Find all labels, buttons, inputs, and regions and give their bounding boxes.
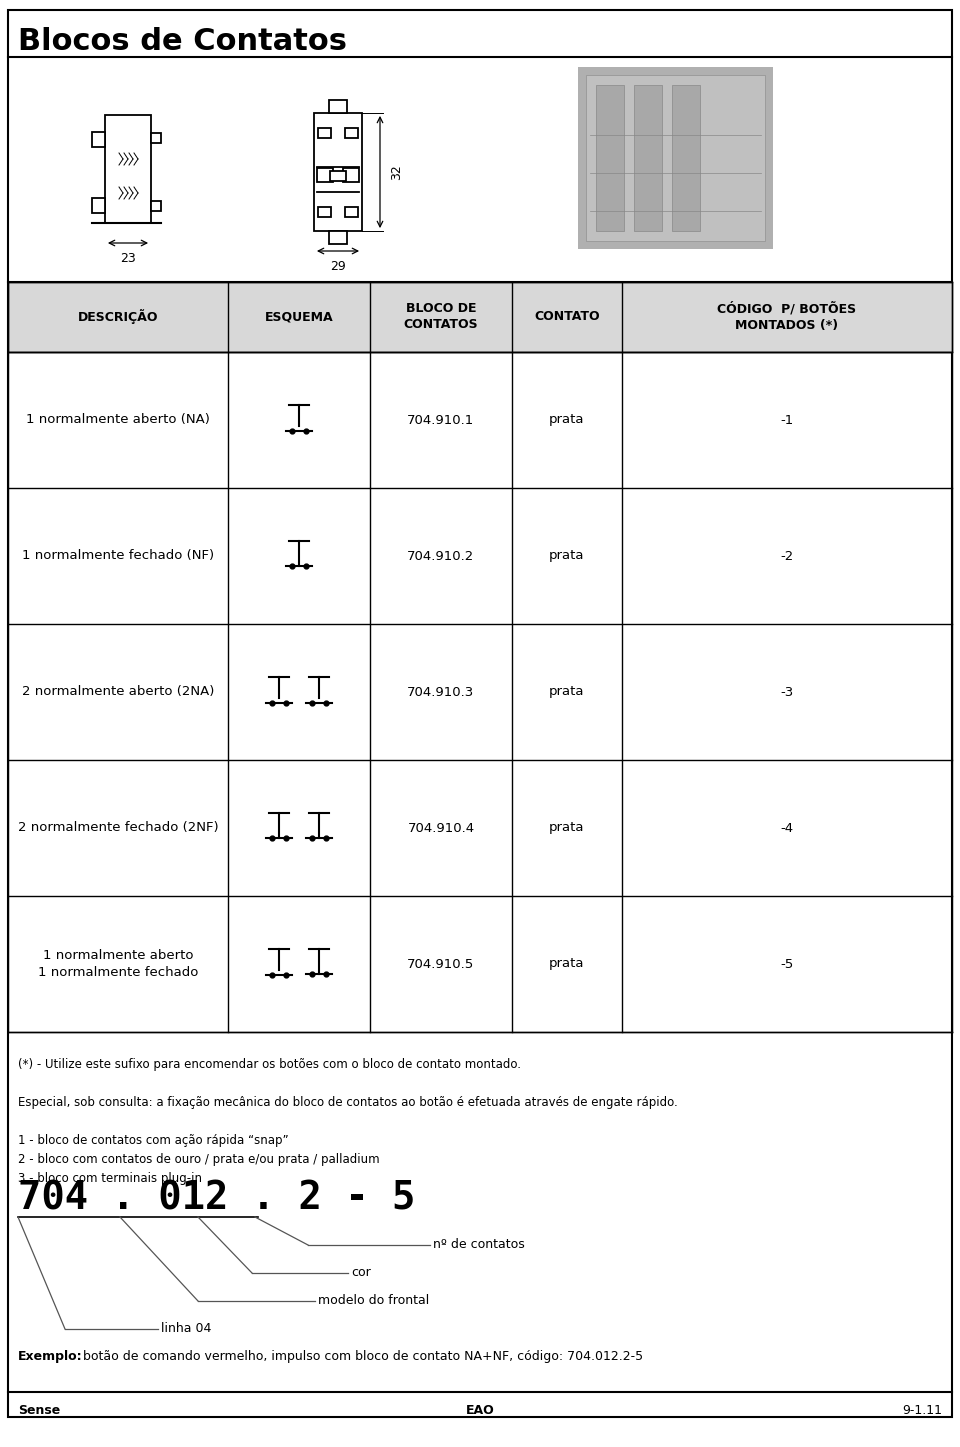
Bar	[151, 133, 161, 143]
Text: -2: -2	[780, 550, 794, 563]
Bar	[318, 127, 331, 137]
Text: 29: 29	[330, 260, 346, 273]
Bar	[345, 207, 358, 217]
Text: 704.910.5: 704.910.5	[407, 958, 474, 971]
Text: nº de contatos: nº de contatos	[433, 1239, 525, 1252]
Text: cor: cor	[351, 1266, 371, 1279]
Bar	[672, 85, 700, 232]
Bar	[596, 85, 624, 232]
Bar	[586, 75, 765, 242]
Text: -4: -4	[780, 822, 794, 835]
Text: 1 normalmente aberto (NA): 1 normalmente aberto (NA)	[26, 414, 210, 427]
Text: -1: -1	[780, 414, 794, 427]
Bar	[105, 114, 151, 223]
Text: prata: prata	[549, 550, 585, 563]
Bar	[330, 171, 346, 181]
Bar	[578, 67, 773, 249]
Bar	[8, 282, 952, 352]
Text: modelo do frontal: modelo do frontal	[318, 1295, 429, 1308]
Text: (*) - Utilize este sufixo para encomendar os botões com o bloco de contato monta: (*) - Utilize este sufixo para encomenda…	[18, 1058, 521, 1071]
Text: prata: prata	[549, 822, 585, 835]
Text: Sense: Sense	[18, 1404, 60, 1417]
Text: 32: 32	[390, 164, 403, 179]
Bar	[318, 207, 331, 217]
Bar	[329, 232, 347, 245]
Bar	[329, 100, 347, 113]
Text: DESCRIÇÃO: DESCRIÇÃO	[78, 310, 158, 324]
Text: Especial, sob consulta: a fixação mecânica do bloco de contatos ao botão é efetu: Especial, sob consulta: a fixação mecâni…	[18, 1095, 678, 1108]
Text: -3: -3	[780, 686, 794, 699]
Text: prata: prata	[549, 686, 585, 699]
Text: prata: prata	[549, 958, 585, 971]
Text: 704.910.3: 704.910.3	[407, 686, 474, 699]
Text: Blocos de Contatos: Blocos de Contatos	[18, 27, 347, 56]
Text: -5: -5	[780, 958, 794, 971]
Text: CONTATO: CONTATO	[534, 311, 600, 324]
Text: 2 normalmente fechado (2NF): 2 normalmente fechado (2NF)	[17, 822, 218, 835]
Text: 1 - bloco de contatos com ação rápida “snap”: 1 - bloco de contatos com ação rápida “s…	[18, 1134, 289, 1147]
Bar	[92, 198, 105, 213]
Text: linha 04: linha 04	[161, 1323, 211, 1336]
Bar	[634, 85, 662, 232]
Text: 704.910.2: 704.910.2	[407, 550, 474, 563]
Bar	[343, 168, 359, 182]
Text: 3 - bloco com terminais plug-in: 3 - bloco com terminais plug-in	[18, 1172, 202, 1185]
Text: 704.910.4: 704.910.4	[407, 822, 474, 835]
Text: 2 normalmente aberto (2NA): 2 normalmente aberto (2NA)	[22, 686, 214, 699]
Text: Exemplo:: Exemplo:	[18, 1350, 83, 1363]
Text: 704 . 012 . 2 - 5: 704 . 012 . 2 - 5	[18, 1179, 416, 1217]
Bar	[314, 113, 362, 232]
Text: 1 normalmente fechado (NF): 1 normalmente fechado (NF)	[22, 550, 214, 563]
Bar	[317, 168, 333, 182]
Bar	[92, 132, 105, 148]
Text: 704.910.1: 704.910.1	[407, 414, 474, 427]
Text: 2 - bloco com contatos de ouro / prata e/ou prata / palladium: 2 - bloco com contatos de ouro / prata e…	[18, 1153, 379, 1166]
Text: EAO: EAO	[466, 1404, 494, 1417]
Text: 1 normalmente aberto
1 normalmente fechado: 1 normalmente aberto 1 normalmente fecha…	[37, 949, 198, 980]
Bar	[151, 201, 161, 211]
Text: CÓDIGO  P/ BOTÕES
MONTADOS (*): CÓDIGO P/ BOTÕES MONTADOS (*)	[717, 302, 856, 331]
Bar	[345, 127, 358, 137]
Text: prata: prata	[549, 414, 585, 427]
Text: 23: 23	[120, 252, 136, 265]
Text: botão de comando vermelho, impulso com bloco de contato NA+NF, código: 704.012.2: botão de comando vermelho, impulso com b…	[79, 1350, 643, 1363]
Text: 9-1.11: 9-1.11	[902, 1404, 942, 1417]
Text: ESQUEMA: ESQUEMA	[265, 311, 333, 324]
Text: BLOCO DE
CONTATOS: BLOCO DE CONTATOS	[404, 302, 478, 331]
